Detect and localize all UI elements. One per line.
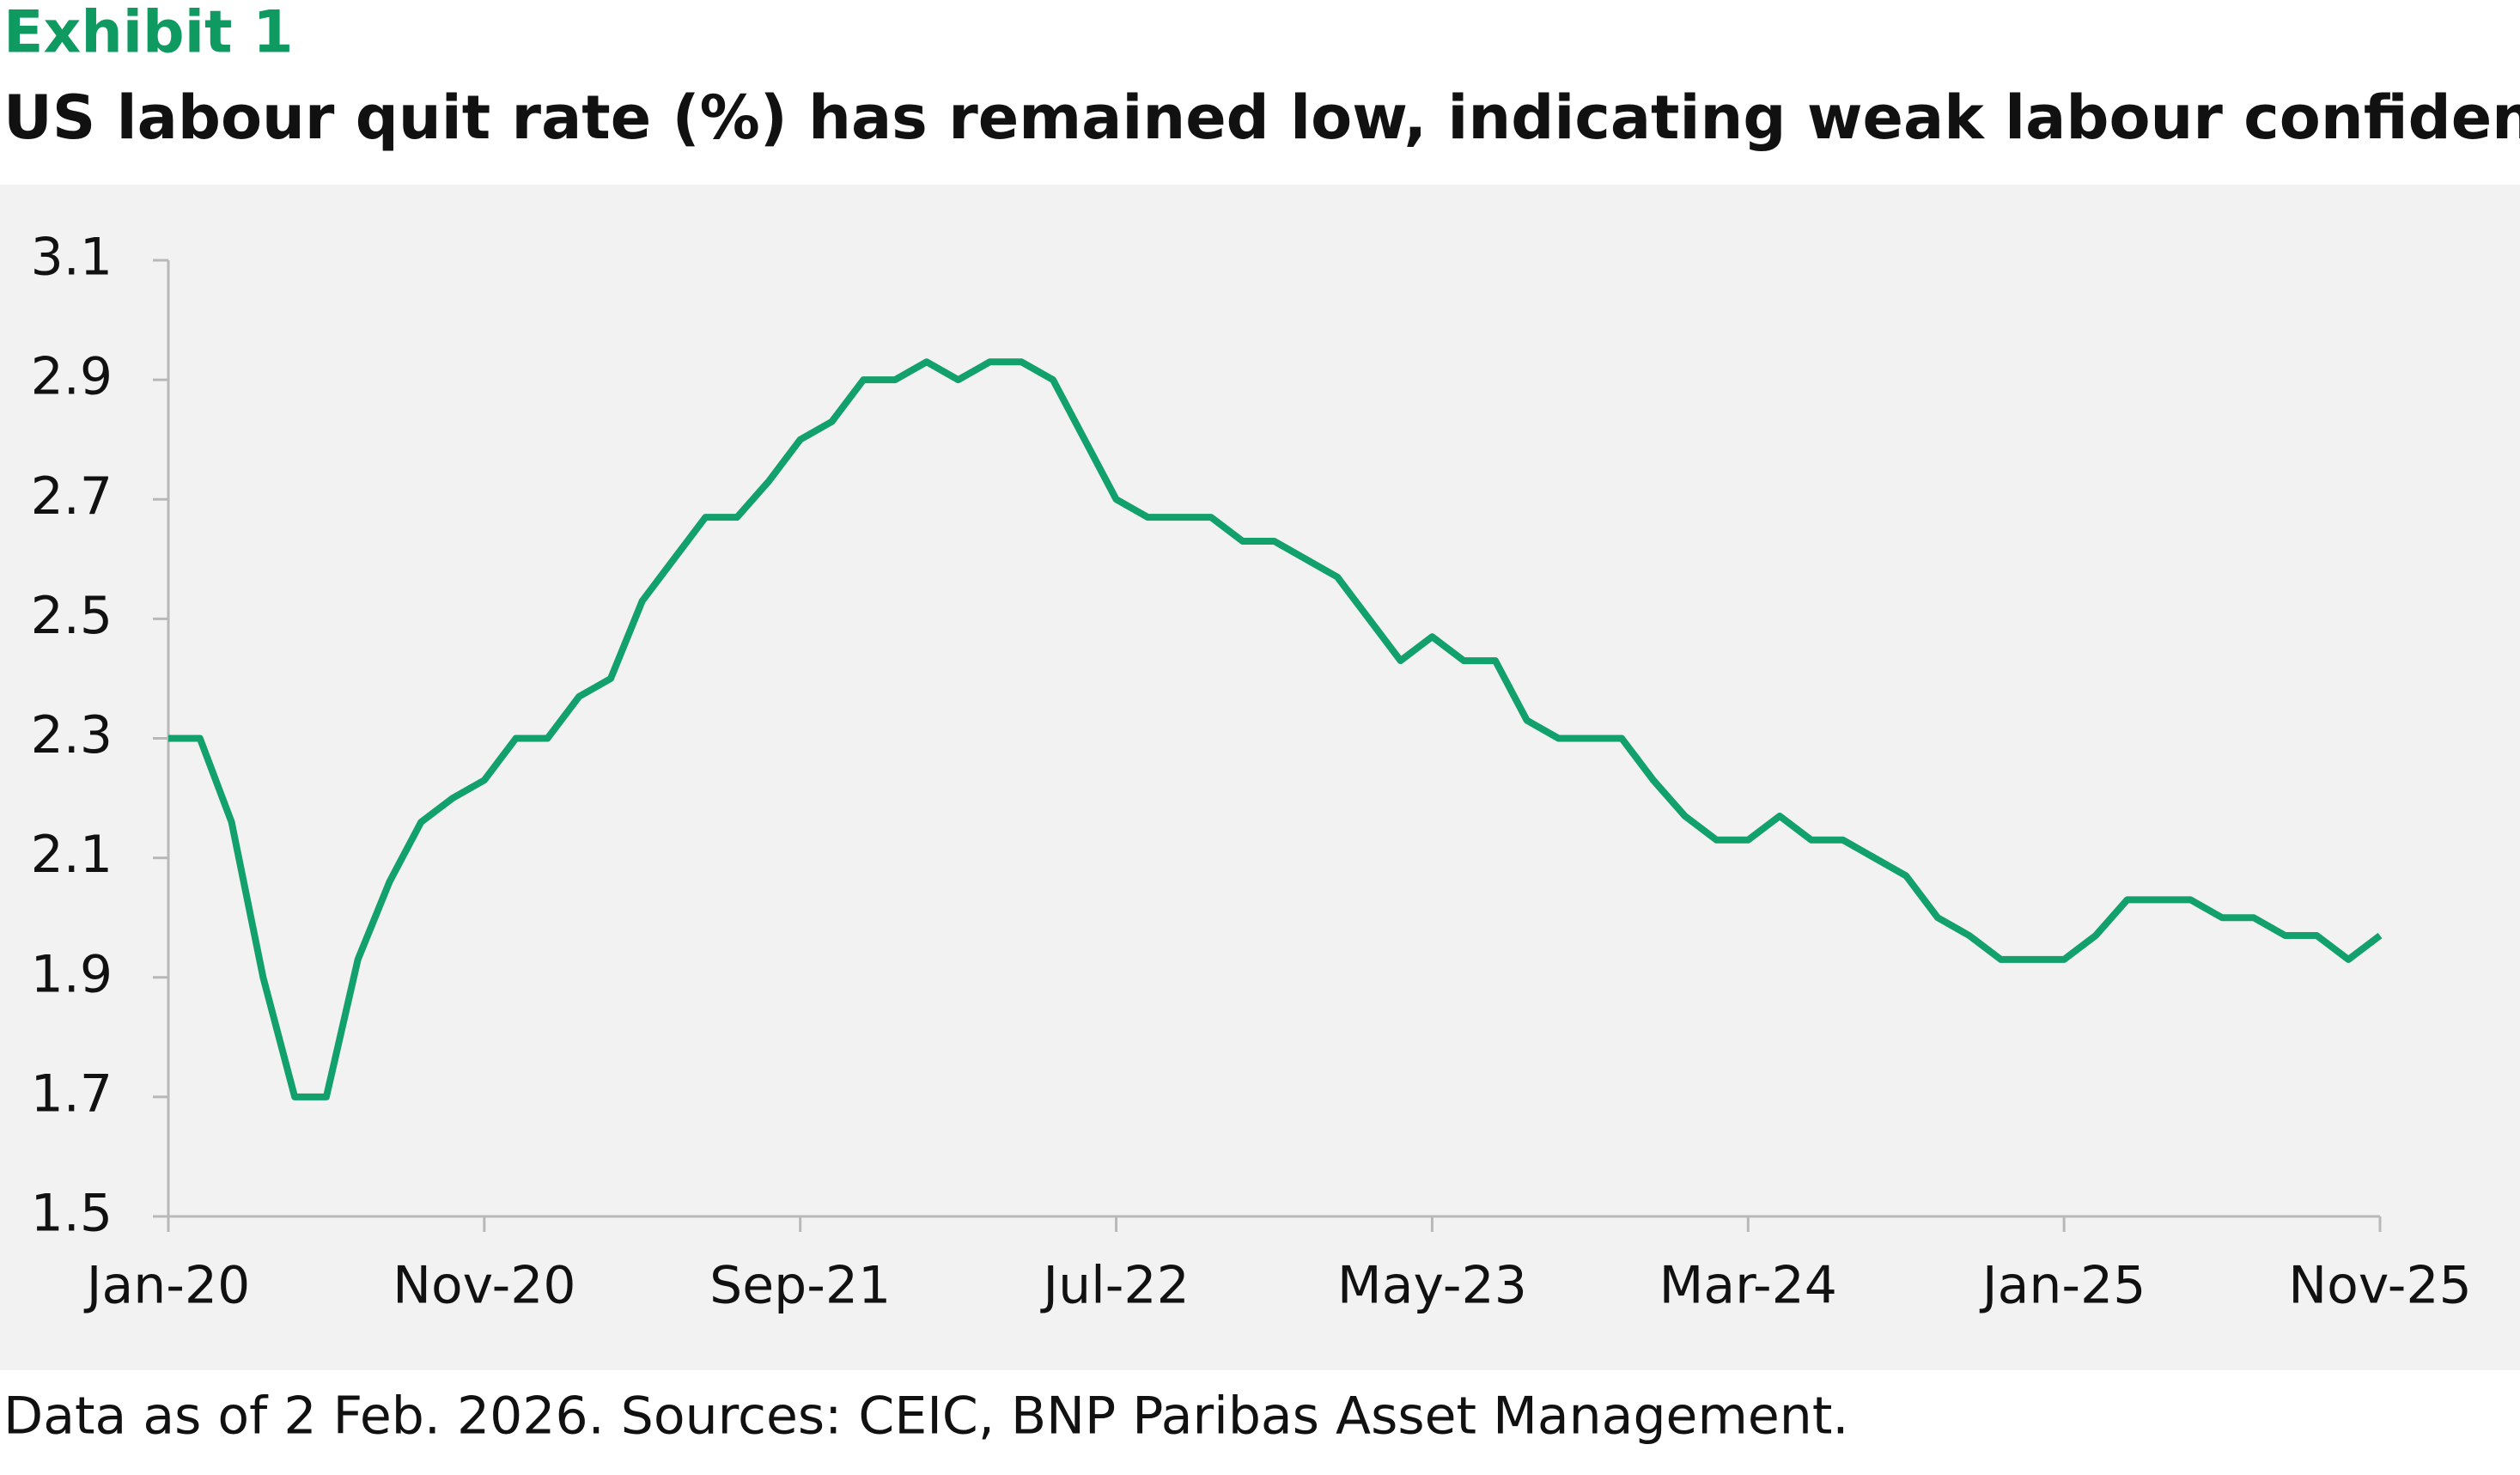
- x-tick-label: Jan-20: [83, 1256, 251, 1316]
- x-tick-label: Mar-24: [1659, 1256, 1837, 1316]
- chart-title: US labour quit rate (%) has remained low…: [3, 82, 2520, 153]
- x-tick-label: Sep-21: [709, 1256, 891, 1316]
- footnote: Data as of 2 Feb. 2026. Sources: CEIC, B…: [3, 1387, 1848, 1447]
- plot-background: [0, 185, 2520, 1370]
- y-tick-label: 1.7: [31, 1064, 113, 1124]
- exhibit-label: Exhibit 1: [3, 0, 294, 67]
- y-tick-label: 3.1: [31, 228, 113, 288]
- y-tick-label: 2.3: [31, 705, 113, 765]
- x-tick-label: Nov-20: [393, 1256, 576, 1316]
- y-tick-label: 2.5: [31, 586, 113, 646]
- data-line: [168, 358, 2383, 1100]
- y-tick-label: 1.5: [31, 1184, 113, 1244]
- x-tick-label: May-23: [1337, 1256, 1527, 1316]
- y-tick-label: 2.1: [31, 825, 113, 885]
- y-tick-label: 2.9: [31, 347, 113, 407]
- x-tick-label: Nov-25: [2288, 1256, 2472, 1316]
- y-tick-label: 1.9: [31, 944, 113, 1004]
- x-tick-label: Jul-22: [1039, 1256, 1189, 1316]
- x-tick-label: Jan-25: [1979, 1256, 2146, 1316]
- y-tick-label: 2.7: [31, 466, 113, 527]
